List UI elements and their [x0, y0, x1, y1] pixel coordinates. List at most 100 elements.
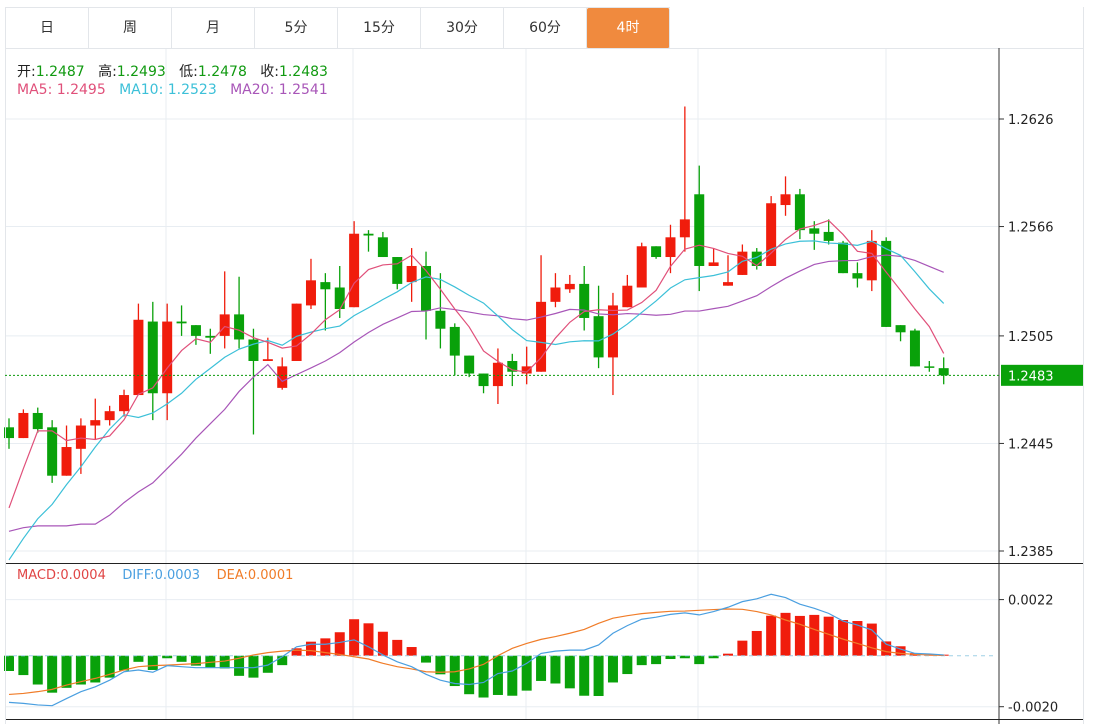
- candle-body: [449, 326, 460, 356]
- macd-histogram-bar: [262, 655, 273, 673]
- candle-body: [61, 447, 72, 476]
- candlesticks: [4, 106, 949, 483]
- candle-body: [18, 412, 29, 439]
- candle-body: [377, 237, 388, 258]
- close-value: 1.2483: [278, 64, 328, 80]
- candle-body: [938, 368, 949, 376]
- candle-body: [492, 362, 503, 387]
- macd-histogram-bar: [32, 655, 43, 685]
- grid-lines: [5, 48, 1083, 719]
- axes: 1.2626 1.2566 1.2505 1.2445 1.2385 0.002…: [5, 7, 1084, 724]
- price-tick-label: 1.2566: [1008, 221, 1054, 236]
- candle-body: [924, 366, 935, 368]
- macd-histogram-bar: [449, 655, 460, 687]
- macd-histogram-bar: [406, 647, 417, 656]
- macd-histogram-bar: [593, 655, 604, 696]
- macd-histogram-bar: [363, 623, 374, 656]
- close-label: 收:: [260, 64, 279, 80]
- candle-body: [694, 194, 705, 266]
- macd-histogram-bar: [809, 614, 820, 656]
- macd-histogram-bar: [507, 655, 518, 696]
- candle-body: [219, 314, 230, 336]
- candle-body: [751, 251, 762, 266]
- macd-histogram-bar: [334, 632, 345, 656]
- macd-histogram-bar: [636, 655, 647, 666]
- candle-body: [133, 319, 144, 396]
- candle-body: [176, 321, 187, 324]
- candle-body: [320, 282, 331, 290]
- diff-value: 0.0003: [154, 568, 201, 583]
- macd-histogram-bar: [478, 655, 489, 698]
- candle-body: [838, 242, 849, 274]
- candle-body: [4, 427, 14, 439]
- macd-histogram-bar: [794, 615, 805, 656]
- macd-histogram-bar: [564, 655, 575, 689]
- candle-body: [636, 246, 647, 288]
- macd-histogram-bar: [521, 655, 532, 691]
- candle-body: [421, 265, 432, 311]
- low-label: 低:: [179, 64, 198, 80]
- macd-histogram-bar: [881, 641, 892, 656]
- macd-histogram-bar: [205, 655, 216, 668]
- macd-histogram-bar: [723, 653, 733, 656]
- macd-histogram-bar: [751, 630, 762, 656]
- candle-body: [607, 305, 618, 358]
- candle-body: [895, 325, 906, 333]
- ma10-value: 1.2523: [167, 82, 217, 98]
- candle-body: [766, 203, 777, 266]
- low-value: 1.2478: [197, 64, 247, 80]
- macd-histogram-bar: [766, 615, 777, 656]
- macd-tick-label: 0.0022: [1008, 594, 1054, 609]
- candle-body: [478, 373, 489, 387]
- candle-body: [507, 360, 518, 372]
- candle-body: [205, 335, 216, 338]
- candle-body: [234, 314, 245, 340]
- candle-body: [363, 233, 374, 236]
- macd-histogram-bar: [852, 621, 863, 656]
- candle-body: [651, 246, 662, 258]
- macd-histogram-bar: [622, 655, 633, 675]
- current-price-label: 1.2483: [1008, 369, 1054, 384]
- candle-body: [564, 283, 575, 290]
- diff-label: DIFF:: [122, 568, 155, 583]
- candle-body: [881, 240, 892, 327]
- macd-histogram-bar: [708, 655, 719, 659]
- tab-4hour[interactable]: 4时: [587, 8, 670, 49]
- ma10-label: MA10:: [119, 82, 164, 98]
- candle-body: [550, 287, 561, 302]
- macd-histogram-bar: [737, 640, 748, 656]
- price-tick-label: 1.2626: [1008, 113, 1054, 128]
- candle-body: [464, 355, 475, 374]
- macd-histogram-bar: [536, 655, 547, 681]
- diff-line: [8, 593, 944, 707]
- candle-body: [435, 310, 446, 329]
- candle-body: [162, 321, 173, 394]
- macd-histogram-bar: [133, 655, 144, 662]
- macd-histogram-bar: [823, 616, 834, 656]
- candle-body: [248, 339, 259, 361]
- macd-histogram-bar: [61, 655, 72, 688]
- timeframe-tabs: 日 周 月 5分 15分 30分 60分 4时: [5, 7, 670, 49]
- candle-body: [47, 427, 58, 476]
- macd-histogram-bar: [90, 655, 101, 683]
- candle-body: [665, 237, 676, 258]
- candle-body: [852, 273, 863, 279]
- macd-histogram-bar: [176, 655, 187, 662]
- macd-histogram-bar: [780, 612, 791, 656]
- candle-body: [104, 411, 115, 421]
- macd-histogram-bar: [219, 655, 230, 669]
- macd-value: 0.0004: [60, 568, 106, 583]
- candle-body: [119, 395, 130, 412]
- dea-value: 0.0001: [247, 568, 294, 583]
- candle-body: [909, 330, 920, 367]
- macd-histogram-bar: [895, 646, 906, 656]
- current-price-badge: [1001, 364, 1083, 386]
- macd-histogram-bar: [320, 638, 331, 656]
- candle-body: [406, 265, 417, 283]
- ma5-label: MA5:: [17, 82, 53, 98]
- macd-histogram-bar: [47, 655, 58, 693]
- candle-body: [262, 359, 273, 361]
- moving-average-lines: [8, 219, 945, 561]
- price-tick-label: 1.2445: [1008, 437, 1054, 452]
